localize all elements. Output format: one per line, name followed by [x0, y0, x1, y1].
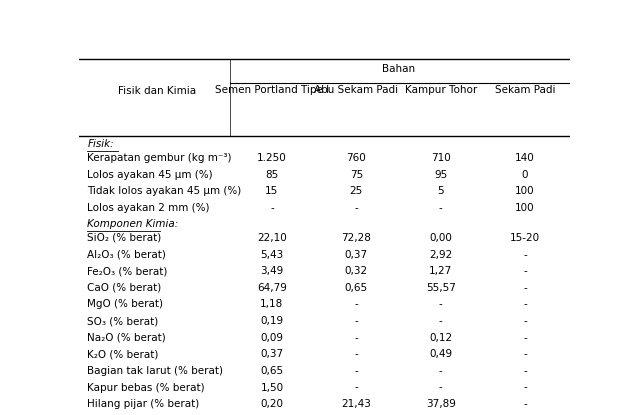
Text: 0,00: 0,00 — [429, 233, 452, 243]
Text: -: - — [354, 316, 358, 326]
Text: -: - — [439, 203, 442, 213]
Text: -: - — [523, 316, 527, 326]
Text: 75: 75 — [349, 169, 363, 180]
Text: -: - — [523, 349, 527, 359]
Text: 3,49: 3,49 — [260, 266, 284, 276]
Text: SiO₂ (% berat): SiO₂ (% berat) — [87, 233, 161, 243]
Text: 25: 25 — [349, 186, 363, 196]
Text: 2,92: 2,92 — [429, 249, 453, 260]
Text: Kapur bebas (% berat): Kapur bebas (% berat) — [87, 383, 205, 393]
Text: -: - — [523, 266, 527, 276]
Text: 37,89: 37,89 — [426, 399, 456, 409]
Text: 0,09: 0,09 — [260, 333, 284, 343]
Text: 1,27: 1,27 — [429, 266, 453, 276]
Text: 64,79: 64,79 — [257, 283, 287, 293]
Text: 1,18: 1,18 — [260, 300, 284, 310]
Text: -: - — [523, 399, 527, 409]
Text: -: - — [523, 383, 527, 393]
Text: 0,49: 0,49 — [429, 349, 452, 359]
Text: 85: 85 — [265, 169, 279, 180]
Text: -: - — [354, 333, 358, 343]
Text: 0,37: 0,37 — [260, 349, 284, 359]
Text: -: - — [439, 300, 442, 310]
Text: Abu Sekam Padi: Abu Sekam Padi — [314, 85, 398, 95]
Text: 0,20: 0,20 — [260, 399, 284, 409]
Text: 140: 140 — [515, 153, 535, 163]
Text: Sekam Padi: Sekam Padi — [495, 85, 555, 95]
Text: -: - — [439, 366, 442, 376]
Text: 710: 710 — [431, 153, 451, 163]
Text: 5: 5 — [437, 186, 444, 196]
Text: 100: 100 — [515, 186, 535, 196]
Text: -: - — [523, 333, 527, 343]
Text: -: - — [523, 366, 527, 376]
Text: Fe₂O₃ (% berat): Fe₂O₃ (% berat) — [87, 266, 168, 276]
Text: Bahan: Bahan — [382, 64, 415, 74]
Text: Na₂O (% berat): Na₂O (% berat) — [87, 333, 166, 343]
Text: 5,43: 5,43 — [260, 249, 284, 260]
Text: CaO (% berat): CaO (% berat) — [87, 283, 161, 293]
Text: Fisik:: Fisik: — [87, 139, 114, 149]
Text: 0,19: 0,19 — [260, 316, 284, 326]
Text: Kerapatan gembur (kg m⁻³): Kerapatan gembur (kg m⁻³) — [87, 153, 232, 163]
Text: 0,32: 0,32 — [345, 266, 368, 276]
Text: Lolos ayakan 2 mm (%): Lolos ayakan 2 mm (%) — [87, 203, 210, 213]
Text: 0: 0 — [522, 169, 529, 180]
Text: 55,57: 55,57 — [426, 283, 456, 293]
Text: -: - — [523, 249, 527, 260]
Text: -: - — [270, 203, 274, 213]
Text: Bagian tak larut (% berat): Bagian tak larut (% berat) — [87, 366, 223, 376]
Text: 0,65: 0,65 — [260, 366, 284, 376]
Text: 0,12: 0,12 — [429, 333, 452, 343]
Text: 0,65: 0,65 — [345, 283, 368, 293]
Text: -: - — [354, 366, 358, 376]
Text: -: - — [523, 300, 527, 310]
Text: Hilang pijar (% berat): Hilang pijar (% berat) — [87, 399, 200, 409]
Text: Komponen Kimia:: Komponen Kimia: — [87, 220, 179, 229]
Text: 0,37: 0,37 — [345, 249, 368, 260]
Text: 15-20: 15-20 — [510, 233, 540, 243]
Text: Semen Portland Tipe I: Semen Portland Tipe I — [215, 85, 329, 95]
Text: Fisik dan Kimia: Fisik dan Kimia — [118, 85, 196, 95]
Text: SO₃ (% berat): SO₃ (% berat) — [87, 316, 159, 326]
Text: Al₂O₃ (% berat): Al₂O₃ (% berat) — [87, 249, 166, 260]
Text: 15: 15 — [265, 186, 279, 196]
Text: 72,28: 72,28 — [341, 233, 371, 243]
Text: 760: 760 — [346, 153, 366, 163]
Text: 95: 95 — [434, 169, 448, 180]
Text: -: - — [354, 203, 358, 213]
Text: Lolos ayakan 45 μm (%): Lolos ayakan 45 μm (%) — [87, 169, 213, 180]
Text: -: - — [523, 283, 527, 293]
Text: 22,10: 22,10 — [257, 233, 287, 243]
Text: 100: 100 — [515, 203, 535, 213]
Text: -: - — [354, 383, 358, 393]
Text: 1,50: 1,50 — [260, 383, 284, 393]
Text: K₂O (% berat): K₂O (% berat) — [87, 349, 159, 359]
Text: MgO (% berat): MgO (% berat) — [87, 300, 163, 310]
Text: Kampur Tohor: Kampur Tohor — [404, 85, 477, 95]
Text: -: - — [439, 383, 442, 393]
Text: Tidak lolos ayakan 45 μm (%): Tidak lolos ayakan 45 μm (%) — [87, 186, 242, 196]
Text: -: - — [354, 349, 358, 359]
Text: 1.250: 1.250 — [257, 153, 287, 163]
Text: 21,43: 21,43 — [341, 399, 371, 409]
Text: -: - — [439, 316, 442, 326]
Text: -: - — [354, 300, 358, 310]
